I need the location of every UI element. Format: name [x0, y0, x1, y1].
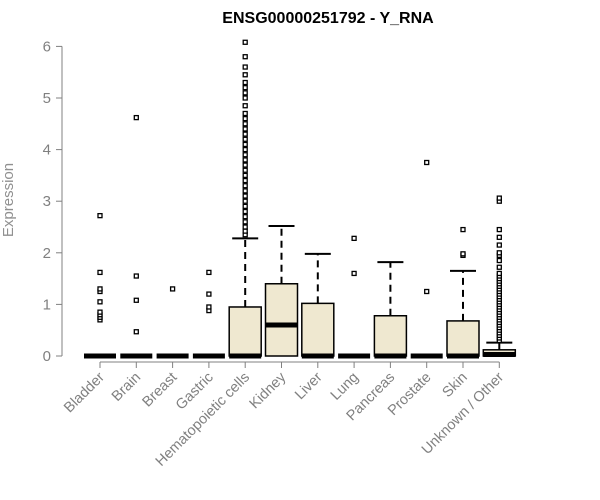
outlier-point [242, 126, 248, 132]
outlier-point [242, 208, 248, 215]
outlier-point [242, 224, 248, 230]
outlier-point [97, 212, 103, 219]
outlier-point [242, 72, 248, 78]
outlier-point [242, 214, 248, 220]
outlier-point [242, 85, 248, 91]
x-tick-label: Kidney [247, 369, 290, 412]
boxes [84, 39, 517, 359]
outlier-point [242, 228, 248, 234]
outlier-point [97, 269, 103, 276]
outlier-point [242, 146, 248, 153]
outlier-point [496, 270, 502, 277]
outlier-point [242, 141, 248, 148]
y-tick-label: 0 [43, 348, 51, 365]
outlier-point [496, 242, 502, 248]
box-prostate [410, 159, 443, 359]
outlier-point [97, 299, 103, 305]
outlier-point [242, 188, 248, 194]
box-body [264, 283, 299, 357]
outlier-point [242, 136, 248, 142]
box-body [301, 302, 335, 357]
outlier-point [97, 286, 103, 292]
box-pancreas [373, 261, 408, 359]
box-unknown-other [482, 195, 517, 357]
outlier-point [169, 286, 176, 292]
outlier-point [242, 219, 248, 225]
outlier-point [242, 115, 248, 122]
outlier-point [424, 288, 430, 295]
outlier-point [242, 90, 248, 96]
outlier-point [242, 64, 248, 70]
box-body [228, 306, 262, 357]
y-tick-label: 5 [43, 90, 51, 107]
x-tick-label: Skin [440, 370, 471, 401]
box-brain [120, 114, 153, 359]
outlier-point [242, 193, 248, 199]
outlier-point [242, 203, 248, 210]
outlier-point [242, 162, 248, 168]
y-tick-label: 6 [43, 38, 51, 55]
outlier-point [242, 131, 248, 137]
outlier-point [424, 159, 430, 166]
box-liver [301, 252, 335, 359]
box-lung [338, 235, 371, 359]
x-tick-label: Liver [292, 369, 326, 403]
box-breast [156, 286, 189, 359]
outlier-point [242, 121, 248, 127]
box-hematopoietic-cells [228, 39, 262, 359]
outlier-point [351, 270, 357, 277]
outlier-point [97, 309, 103, 315]
y-tick-label: 3 [43, 193, 51, 210]
y-axis-label: Expression [0, 163, 17, 237]
y-axis: 0 1 2 3 4 5 6 [43, 38, 63, 365]
outlier-point [133, 114, 139, 121]
outlier-point [242, 183, 248, 189]
box-kidney [264, 224, 299, 357]
box-skin [446, 226, 480, 359]
outlier-point [133, 273, 139, 279]
outlier-point [496, 264, 502, 270]
outlier-point [206, 269, 212, 276]
outlier-point [242, 152, 248, 158]
outlier-point [242, 198, 248, 204]
outlier-point [496, 257, 502, 264]
outlier-point [496, 250, 502, 256]
outlier-point [242, 79, 248, 86]
outlier-point [206, 304, 212, 310]
outlier-point [242, 39, 248, 45]
outlier-point [496, 226, 502, 233]
y-tick-label: 4 [43, 142, 51, 159]
chart-title: ENSG00000251792 - Y_RNA [222, 10, 434, 27]
x-tick-label: Bladder [61, 369, 108, 416]
box-body [446, 320, 480, 357]
outlier-point [496, 195, 502, 201]
outlier-point [351, 235, 357, 242]
outlier-point [242, 103, 248, 109]
outlier-point [242, 110, 248, 117]
outlier-point [133, 329, 139, 335]
outlier-point [460, 226, 466, 233]
box-body [373, 315, 408, 357]
box-gastric [192, 269, 225, 359]
outlier-point [242, 95, 248, 101]
outlier-point [242, 172, 248, 179]
outlier-point [133, 297, 139, 303]
outlier-point [242, 177, 248, 184]
outlier-point [242, 54, 248, 60]
y-tick-label: 2 [43, 245, 51, 262]
y-tick-label: 1 [43, 296, 51, 313]
outlier-point [242, 167, 248, 173]
outlier-point [460, 251, 466, 257]
box-bladder [84, 212, 116, 359]
outlier-point [496, 234, 502, 240]
outlier-point [206, 291, 212, 297]
outlier-point [242, 157, 248, 163]
